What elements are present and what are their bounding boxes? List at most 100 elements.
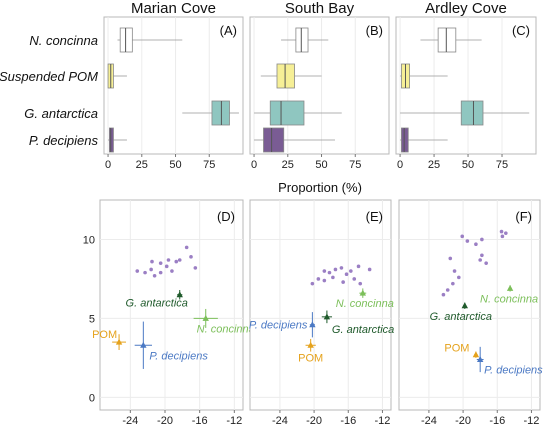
scatter-panel: (E) POM P. decipiens G. antarctica N. concin… bbox=[249, 199, 394, 426]
box-element bbox=[117, 27, 183, 53]
category-label: Suspended POM bbox=[0, 69, 98, 84]
source-label: G. antarctica bbox=[430, 311, 492, 323]
consumer-point bbox=[135, 269, 140, 273]
consumer-point bbox=[484, 261, 488, 265]
source-triangle bbox=[307, 341, 314, 348]
source-marker bbox=[321, 310, 333, 324]
category-label: P. decipiens bbox=[29, 133, 99, 148]
consumer-point bbox=[177, 258, 182, 262]
panel-letter: (B) bbox=[366, 23, 383, 38]
box-element bbox=[400, 100, 530, 126]
x-tick-label: 75 bbox=[496, 159, 508, 171]
consumer-point bbox=[193, 266, 198, 270]
source-marker bbox=[506, 284, 514, 292]
x-tick-label: 25 bbox=[428, 159, 440, 171]
consumer-point bbox=[331, 275, 335, 280]
source-marker bbox=[461, 302, 468, 309]
y-tick-label: 5 bbox=[89, 313, 95, 325]
source-triangle bbox=[115, 338, 123, 345]
panel-title: Ardley Cove bbox=[425, 0, 507, 17]
box-element bbox=[182, 100, 239, 126]
y-tick-label: 10 bbox=[83, 234, 95, 246]
source-marker bbox=[472, 351, 480, 358]
consumer-point bbox=[452, 269, 457, 273]
source-label: N. concinna bbox=[480, 293, 538, 305]
panel-frame bbox=[249, 199, 392, 411]
panel-title: South Bay bbox=[285, 0, 355, 17]
source-label: N. concinna bbox=[197, 323, 255, 335]
source-triangle bbox=[323, 313, 331, 320]
consumer-point bbox=[322, 278, 327, 283]
consumer-point bbox=[152, 273, 157, 278]
x-axis-label: Proportion (%) bbox=[278, 180, 362, 195]
consumer-point bbox=[150, 259, 154, 264]
x-tick-label: 50 bbox=[169, 159, 181, 171]
consumer-point bbox=[339, 266, 344, 270]
consumer-point bbox=[356, 264, 361, 269]
box-element bbox=[420, 27, 482, 53]
consumer-point bbox=[480, 237, 484, 242]
box-element bbox=[107, 63, 127, 89]
consumer-point bbox=[149, 267, 153, 272]
panel-letter: (C) bbox=[512, 23, 530, 38]
source-triangle bbox=[506, 284, 514, 291]
source-label: G. antarctica bbox=[126, 298, 188, 310]
box-iqr bbox=[119, 27, 133, 53]
consumer-point bbox=[441, 292, 446, 297]
consumer-point bbox=[499, 229, 504, 234]
source-marker bbox=[309, 312, 316, 338]
box-element bbox=[400, 63, 448, 89]
box-iqr bbox=[276, 63, 295, 89]
box-iqr bbox=[108, 127, 114, 153]
category-label: N. concinna bbox=[29, 33, 98, 48]
box-iqr bbox=[437, 27, 457, 53]
x-tick-label: -12 bbox=[375, 415, 391, 426]
consumer-point bbox=[358, 281, 363, 286]
box-iqr bbox=[460, 100, 484, 126]
consumer-point bbox=[465, 239, 470, 243]
source-label: N. concinna bbox=[336, 298, 394, 310]
box-element bbox=[260, 63, 322, 89]
panel-letter: (E) bbox=[366, 209, 383, 224]
box-element bbox=[400, 127, 448, 153]
box-iqr bbox=[211, 100, 230, 126]
source-label: POM bbox=[444, 343, 469, 355]
x-tick-label: 25 bbox=[136, 159, 148, 171]
source-marker bbox=[134, 321, 152, 369]
x-tick-label: -24 bbox=[272, 415, 288, 426]
source-marker bbox=[476, 346, 484, 373]
x-tick-label: 0 bbox=[105, 159, 111, 171]
consumer-point bbox=[500, 234, 505, 239]
consumer-point bbox=[451, 281, 455, 286]
consumer-point bbox=[322, 269, 327, 273]
x-tick-label: -20 bbox=[157, 415, 173, 426]
consumer-point bbox=[158, 270, 163, 275]
consumer-point bbox=[367, 267, 372, 272]
panel-letter: (F) bbox=[515, 209, 532, 224]
y-tick-label: 0 bbox=[89, 392, 95, 404]
x-tick-label: -24 bbox=[122, 415, 138, 426]
boxplot-panel: Marian Cove (A) 0 25 50 75 bbox=[103, 0, 244, 171]
panel-letter: (D) bbox=[217, 209, 235, 224]
consumer-point bbox=[344, 272, 349, 277]
panel-frame bbox=[398, 199, 541, 411]
x-tick-label: -16 bbox=[489, 415, 505, 426]
source-label: P. decipiens bbox=[149, 350, 208, 362]
box-element bbox=[108, 127, 127, 153]
x-tick-label: 50 bbox=[462, 159, 474, 171]
x-tick-label: 0 bbox=[251, 159, 257, 171]
box-iqr bbox=[263, 127, 285, 153]
source-label: P. decipiens bbox=[249, 320, 308, 332]
consumer-point bbox=[310, 281, 315, 286]
source-label: POM bbox=[298, 352, 323, 364]
x-tick-label: 50 bbox=[315, 159, 327, 171]
panel-letter: (A) bbox=[220, 23, 237, 38]
consumer-point bbox=[478, 258, 482, 262]
x-tick-label: -12 bbox=[226, 415, 242, 426]
consumer-point bbox=[166, 258, 171, 262]
x-tick-label: -20 bbox=[455, 415, 471, 426]
consumer-point bbox=[327, 270, 332, 275]
consumer-point bbox=[448, 256, 453, 261]
consumer-point bbox=[474, 242, 478, 247]
